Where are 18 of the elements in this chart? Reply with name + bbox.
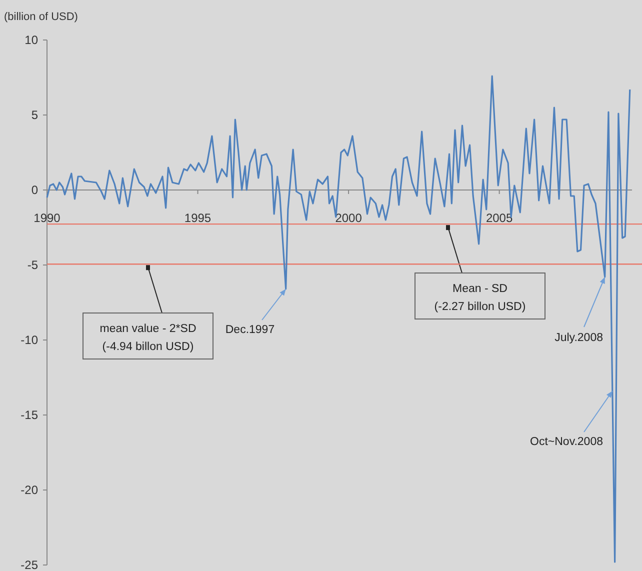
ref-line-label: Mean - SD (-2.27 billon USD): [434, 283, 526, 313]
ref-line-label: mean value - 2*SD (-4.94 billon USD): [100, 323, 196, 353]
x-tick-label: 1990: [34, 211, 61, 225]
y-tick-label: -15: [20, 408, 38, 422]
y-tick-label: -20: [20, 483, 38, 498]
x-tick-label: 2005: [486, 211, 513, 225]
y-tick-label: -25: [20, 558, 38, 571]
annotation: Oct~Nov.2008: [530, 436, 603, 448]
y-tick-label: 0: [31, 183, 38, 198]
y-axis-title: (billion of USD): [4, 11, 78, 23]
y-tick-label: -5: [27, 258, 38, 272]
x-tick-label: 1995: [184, 211, 212, 225]
x-tick-label: 2000: [335, 211, 362, 225]
y-tick-label: -10: [20, 333, 38, 348]
annotation: July.2008: [554, 332, 603, 344]
y-tick-label: 5: [31, 108, 38, 122]
y-tick-label: 10: [24, 33, 38, 48]
annotation: Dec.1997: [225, 324, 275, 336]
